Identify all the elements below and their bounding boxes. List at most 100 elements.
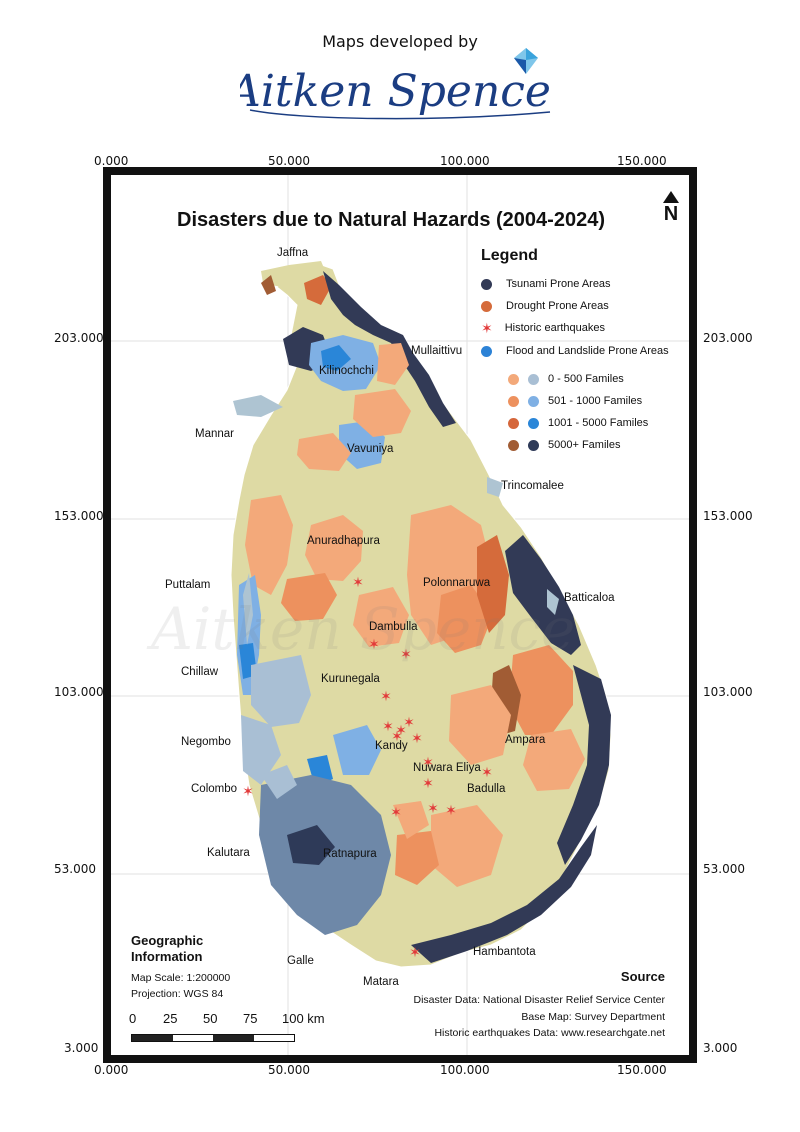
orange-swatch-icon [508,373,519,385]
legend-item-tsunami: Tsunami Prone Areas [481,278,611,290]
range-label: 0 - 500 Familes [548,373,624,385]
y-tick-right-1: 153.000 [703,509,753,523]
x-tick-bottom-3: 150.000 [617,1063,667,1077]
blue-swatch-icon [528,395,539,407]
range-label: 501 - 1000 Familes [548,395,643,407]
scale-label: 0 [129,1011,137,1026]
header-credit: Maps developed by [322,32,478,51]
legend-label: Historic earthquakes [504,322,606,334]
earthquake-marker: ✶ [403,715,415,731]
legend-label: Drought Prone Areas [506,300,609,312]
projection-text: Projection: WGS 84 [131,988,224,1000]
navy-swatch-icon [528,439,539,451]
x-tick-bottom-0: 0.000 [94,1063,129,1077]
mannar-lagoon [233,395,283,417]
tsunami-north [323,271,456,427]
place-label: Jaffna [277,247,309,259]
north-label: N [663,203,679,225]
source-line: Historic earthquakes Data: www.researchg… [434,1027,665,1039]
earthquake-marker: ✶ [395,723,407,739]
map-scale-text: Map Scale: 1:200000 [131,972,231,984]
earthquake-star-icon: ✶ [481,319,493,336]
place-label: Puttalam [165,579,211,591]
north-arrow-icon [663,191,679,203]
y-tick-right-0: 203.000 [703,331,753,345]
map-title: Disasters due to Natural Hazards (2004-2… [177,209,605,231]
place-label: Kurunegala [321,673,380,685]
legend-label: Flood and Landslide Prone Areas [506,345,669,357]
orange-swatch-icon [508,395,519,407]
x-tick-top-0: 0.000 [94,154,129,168]
legend-label: Tsunami Prone Areas [506,278,611,290]
range-label: 1001 - 5000 Familes [548,417,649,429]
y-tick-left-2: 103.000 [54,685,104,699]
map-area: ✶ ✶ ✶ ✶ ✶ ✶ ✶ ✶ ✶ ✶ ✶ ✶ ✶ ✶ ✶ ✶ ✶ Aitken… [111,175,689,1055]
place-label: Batticaloa [564,592,615,604]
place-label: Mannar [195,428,234,440]
drought-anuradhapura [245,495,293,595]
brand-logo-text: Aitken Spence [240,66,551,117]
earthquake-marker: ✶ [409,945,421,961]
place-label: Kandy [375,740,408,752]
scale-label: 50 [203,1011,218,1026]
legend-title: Legend [481,247,538,264]
brand-logo: Aitken Spence [240,48,551,120]
earthquake-marker: ✶ [352,575,364,591]
place-label: Vavuniya [347,443,394,455]
blue-swatch-icon [528,417,539,429]
earthquake-marker: ✶ [481,765,493,781]
y-tick-left-3: 53.000 [54,862,96,876]
watermark-logo: Aitken Spence [151,595,576,663]
scale-label: 25 [163,1011,178,1026]
earthquake-marker: ✶ [411,731,423,747]
blue-swatch-icon [528,373,539,385]
tsunami-swatch-icon [481,278,492,290]
legend-item-flood: Flood and Landslide Prone Areas [481,345,669,357]
legend-item-drought: Drought Prone Areas [481,300,609,312]
range-label: 5000+ Familes [548,439,621,451]
earthquake-marker: ✶ [382,719,394,735]
x-tick-top-1: 50.000 [268,154,310,168]
earthquake-marker: ✶ [445,803,457,819]
earthquake-marker: ✶ [242,784,254,800]
place-label: Colombo [191,783,238,795]
x-tick-top-2: 100.000 [440,154,490,168]
legend-range-0-500: 0 - 500 Familes [508,373,624,385]
legend-range-501-1000: 501 - 1000 Familes [508,395,642,407]
brown-swatch-icon [508,439,519,451]
earthquake-marker: ✶ [422,755,434,771]
earthquake-marker: ✶ [400,647,412,663]
earthquake-markers: ✶ ✶ ✶ ✶ ✶ ✶ ✶ ✶ ✶ ✶ ✶ ✶ ✶ ✶ ✶ ✶ ✶ [242,575,493,961]
y-tick-right-2: 103.000 [703,685,753,699]
earthquake-marker: ✶ [390,805,402,821]
source-title: Source [620,969,665,984]
source-line: Disaster Data: National Disaster Relief … [413,994,665,1006]
tsunami-east [505,535,581,655]
y-tick-right-3: 53.000 [703,862,745,876]
place-label: Matara [363,976,399,988]
orange-swatch-icon [508,417,519,429]
diamond-icon [514,48,538,74]
place-label: Kilinochchi [319,365,374,377]
source-line: Base Map: Survey Department [521,1011,665,1023]
place-label: Hambantota [473,946,536,958]
legend-item-earthquake: ✶ Historic earthquakes [481,319,606,336]
legend-range-5000-plus: 5000+ Familes [508,439,620,451]
drought-high [477,535,509,633]
place-label: Ratnapura [323,848,377,860]
y-tick-right-4: 3.000 [703,1041,738,1055]
place-label: Ampara [505,734,546,746]
sri-lanka-map: ✶ ✶ ✶ ✶ ✶ ✶ ✶ ✶ ✶ ✶ ✶ ✶ ✶ ✶ ✶ ✶ ✶ [111,175,689,1055]
scale-bar [131,1034,295,1042]
map-frame: ✶ ✶ ✶ ✶ ✶ ✶ ✶ ✶ ✶ ✶ ✶ ✶ ✶ ✶ ✶ ✶ ✶ Aitken… [103,167,697,1063]
place-label: Polonnaruwa [423,577,491,589]
drought-swatch-icon [481,300,492,312]
x-tick-bottom-1: 50.000 [268,1063,310,1077]
y-tick-left-1: 153.000 [54,509,104,523]
north-arrow: N [661,191,681,225]
earthquake-marker: ✶ [380,689,392,705]
flood-swatch-icon [481,345,492,357]
place-label: Badulla [467,783,506,795]
x-tick-bottom-2: 100.000 [440,1063,490,1077]
earthquake-marker: ✶ [422,776,434,792]
